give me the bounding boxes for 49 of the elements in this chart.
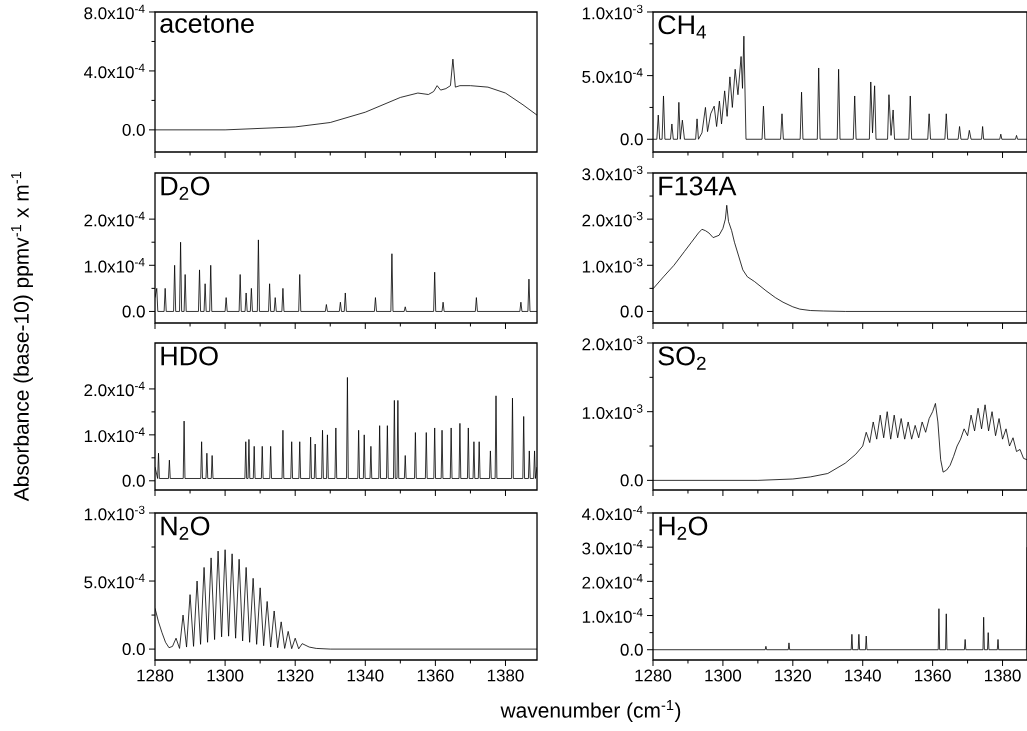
- y-tick-label: 5.0x10$^{-4}$: [582, 68, 643, 83]
- y-tick-label: 1.0x10$^{-4}$: [582, 608, 643, 623]
- x-tick-label: 1340: [845, 669, 881, 682]
- y-tick-label: 0.0: [122, 474, 145, 487]
- chart-title: D$_{2}$O: [161, 176, 210, 200]
- y-tick-label: 0.0: [620, 643, 643, 656]
- x-tick-label: 1280: [635, 669, 672, 682]
- y-tick-label: 0.0: [122, 305, 145, 318]
- chart-title: SO$_{2}$: [658, 346, 706, 370]
- y-tick-label: 4.0x10$^{-4}$: [83, 63, 145, 79]
- y-tick-label: 0.0: [620, 305, 643, 318]
- y-tick-label: 0.0: [122, 643, 145, 656]
- y-tick-label: 2.0x10$^{-3}$: [582, 335, 643, 351]
- y-tick-label: 1.0x10$^{-3}$: [582, 257, 643, 273]
- x-tick-label: 1340: [347, 669, 384, 682]
- y-tick-label: 2.0x10$^{-4}$: [84, 381, 145, 397]
- chart-title: F134A: [659, 176, 737, 196]
- x-tick-label: 1320: [277, 669, 314, 682]
- y-tick-label: 1.0x10$^{-3}$: [582, 4, 643, 20]
- y-tick-label: 1.0x10$^{-4}$: [84, 258, 145, 273]
- y-tick-label: 3.0x10$^{-4}$: [582, 539, 643, 555]
- x-tick-label: 1360: [417, 669, 454, 682]
- chart-title: N$_{2}$O: [161, 516, 210, 540]
- y-tick-label: 1.0x10$^{-3}$: [84, 505, 145, 521]
- y-tick-label: 1.0x10$^{-3}$: [582, 404, 643, 420]
- chart-title: CH$_{4}$: [658, 15, 706, 39]
- y-tick-label: 2.0x10$^{-3}$: [582, 211, 643, 227]
- x-tick-label: 1320: [775, 669, 811, 682]
- x-axis-title: wavenumber (cm$^{-1}$): [500, 700, 681, 722]
- y-tick-label: 5.0x10$^{-4}$: [84, 573, 145, 589]
- y-tick-label: 2.0x10$^{-4}$: [582, 574, 643, 589]
- x-tick-label: 1380: [487, 669, 524, 682]
- chart-title: H$_{2}$O: [659, 516, 708, 540]
- y-axis-title: Absorbance (base-10) ppmv$^{-1}$ x m$^{-1}$: [11, 171, 33, 502]
- chart-title: acetone: [160, 15, 254, 33]
- chart-title: HDO: [161, 346, 218, 366]
- x-tick-label: 1380: [985, 669, 1021, 682]
- y-tick-label: 4.0x10$^{-4}$: [581, 505, 643, 521]
- x-tick-label: 1300: [207, 669, 244, 682]
- y-tick-label: 8.0x10$^{-4}$: [84, 4, 145, 20]
- y-tick-label: 0.0: [620, 474, 643, 487]
- y-tick-label: 0.0: [122, 123, 145, 136]
- x-tick-label: 1300: [705, 669, 742, 682]
- y-tick-label: 2.0x10$^{-4}$: [84, 211, 145, 227]
- y-tick-label: 1.0x10$^{-4}$: [84, 427, 145, 443]
- y-tick-label: 0.0: [620, 133, 643, 146]
- x-tick-label: 1360: [915, 669, 951, 682]
- x-tick-label: 1280: [137, 669, 174, 682]
- y-tick-label: 3.0x10$^{-3}$: [582, 165, 643, 181]
